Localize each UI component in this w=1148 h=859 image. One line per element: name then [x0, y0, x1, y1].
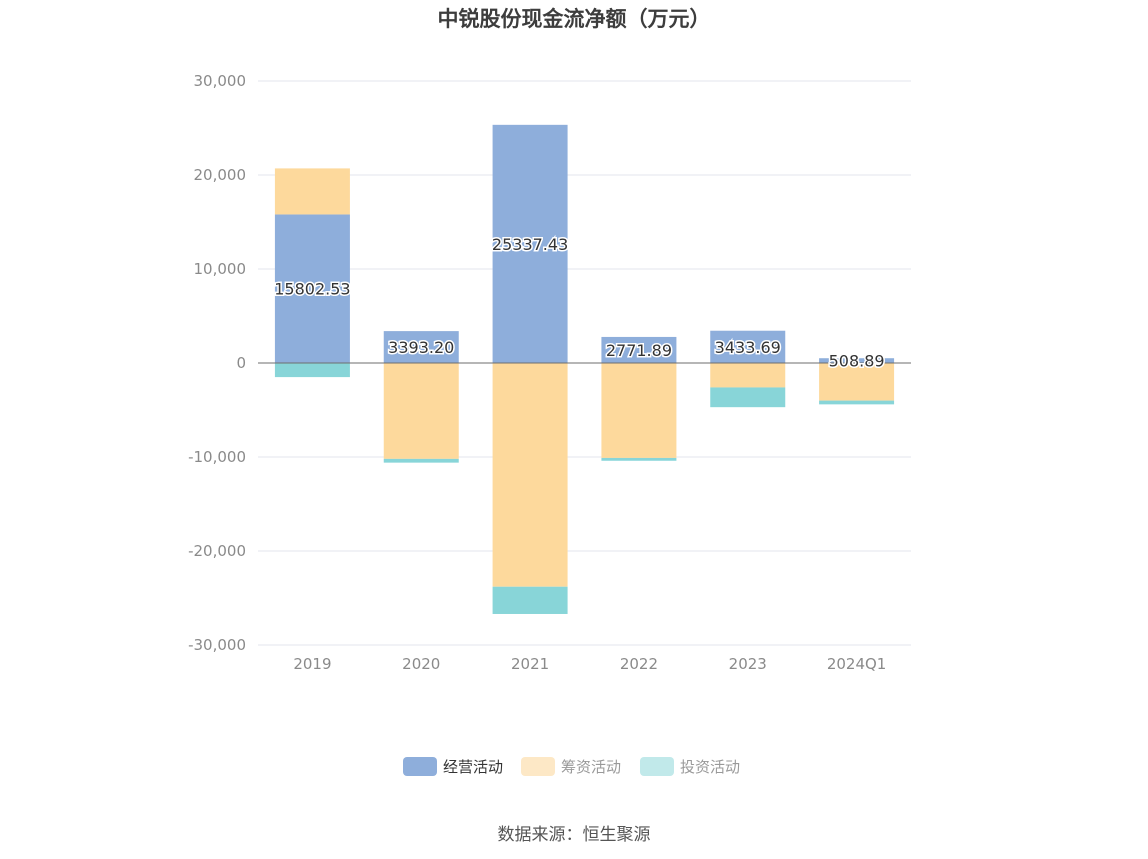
y-tick-label: 20,000 [194, 166, 247, 184]
bar-series-0[interactable] [492, 124, 568, 363]
x-axis: 2019 2020 2021 2022 2023 2024Q1 [293, 655, 886, 673]
legend-swatch [640, 757, 674, 776]
legend-item[interactable]: 筹资活动 [521, 757, 621, 776]
bar-series-2[interactable] [383, 458, 459, 463]
bar-series-1[interactable] [819, 363, 895, 401]
chart-title: 中锐股份现金流净额（万元） [438, 7, 711, 31]
bar-series-2[interactable] [710, 387, 786, 408]
legend-item[interactable]: 投资活动 [640, 757, 740, 776]
y-tick-label: -20,000 [188, 542, 246, 560]
bar-series-0[interactable] [601, 336, 677, 363]
bar-series-0[interactable] [819, 358, 895, 363]
bars [274, 124, 895, 614]
legend-label: 投资活动 [680, 758, 740, 776]
x-tick-label: 2019 [293, 655, 331, 673]
y-tick-label: 10,000 [194, 260, 247, 278]
bar-data-label: 15802.53 [274, 280, 350, 299]
data-labels: 15802.53 3393.20 25337.43 2771.89 3433.69 508… [273, 233, 886, 372]
bar-series-1[interactable] [710, 363, 786, 388]
y-tick-label: -10,000 [188, 448, 246, 466]
bar-series-0[interactable] [274, 214, 350, 363]
bar-data-label: 3393.20 [388, 338, 454, 357]
grid [258, 80, 911, 646]
y-axis: 30,000 20,000 10,000 0 -10,000 -20,000 -30,000 [188, 72, 246, 654]
bar-series-0[interactable] [383, 331, 459, 363]
x-tick-label: 2020 [402, 655, 440, 673]
bar-series-2[interactable] [601, 457, 677, 461]
bar-series-0[interactable] [710, 330, 786, 363]
x-tick-label: 2021 [511, 655, 549, 673]
bar-series-2[interactable] [492, 586, 568, 614]
bar-data-label: 2771.89 [606, 341, 672, 360]
bar-data-label: 508.89 [829, 352, 885, 371]
legend-swatch [403, 757, 437, 776]
x-tick-label: 2022 [620, 655, 658, 673]
bar-series-1[interactable] [274, 168, 350, 215]
bar-series-1[interactable] [601, 363, 677, 458]
y-tick-label: -30,000 [188, 636, 246, 654]
y-tick-label: 0 [236, 354, 246, 372]
bar-series-1[interactable] [492, 363, 568, 587]
bar-data-label: 25337.43 [492, 235, 568, 254]
data-source: 数据来源：恒生聚源 [498, 825, 651, 845]
y-tick-label: 30,000 [194, 72, 247, 90]
legend[interactable]: 经营活动 筹资活动 投资活动 [403, 757, 740, 776]
bar-series-2[interactable] [274, 363, 350, 378]
bar-series-1[interactable] [383, 363, 459, 459]
legend-label: 经营活动 [443, 758, 503, 776]
bar-series-2[interactable] [819, 400, 895, 405]
legend-label: 筹资活动 [561, 758, 621, 776]
legend-swatch [521, 757, 555, 776]
legend-item[interactable]: 经营活动 [403, 757, 503, 776]
x-tick-label: 2023 [729, 655, 767, 673]
x-tick-label: 2024Q1 [827, 655, 887, 673]
bar-data-label: 3433.69 [715, 338, 781, 357]
